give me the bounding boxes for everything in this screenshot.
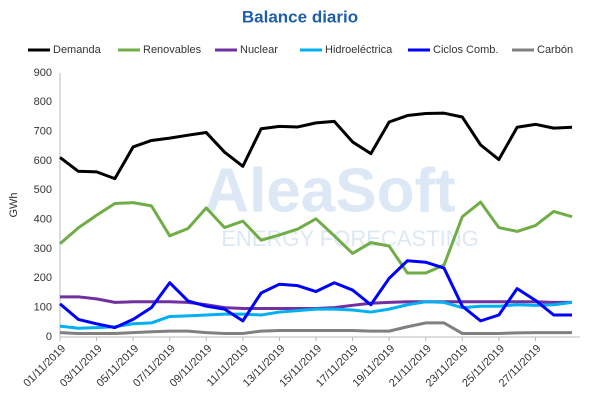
- legend-label: Demanda: [53, 44, 102, 56]
- y-tick-label: 600: [34, 155, 52, 167]
- y-tick-label: 300: [34, 243, 52, 255]
- legend-label: Renovables: [143, 44, 202, 56]
- legend-label: Carbón: [537, 44, 573, 56]
- series-line: [59, 321, 572, 335]
- y-tick-label: 700: [34, 126, 52, 138]
- series-line: [59, 300, 573, 330]
- series-line: [59, 259, 572, 330]
- y-axis-label: GWh: [8, 192, 20, 217]
- series-line: [59, 200, 573, 275]
- series-line: [59, 111, 573, 181]
- y-tick-label: 800: [34, 96, 52, 108]
- y-tick-label: 400: [34, 214, 52, 226]
- legend-label: Nuclear: [240, 44, 278, 56]
- legend-label: Hidroeléctrica: [325, 44, 393, 56]
- y-tick-label: 0: [46, 331, 52, 343]
- legend-label: Ciclos Comb.: [433, 44, 498, 56]
- y-tick-label: 500: [34, 184, 52, 196]
- y-tick-label: 900: [34, 67, 52, 79]
- chart-title: Balance diario: [242, 7, 358, 26]
- watermark: AleaSoft: [204, 156, 455, 225]
- y-tick-label: 100: [34, 302, 52, 314]
- y-tick-label: 200: [34, 272, 52, 284]
